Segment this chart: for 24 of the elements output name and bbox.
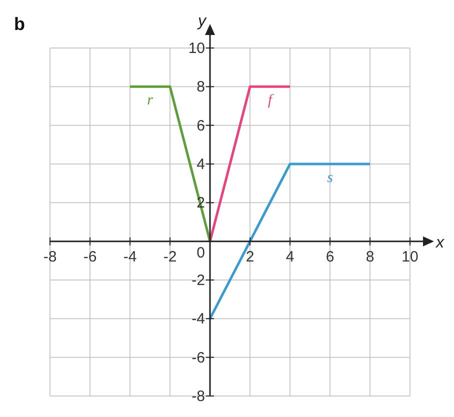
x-axis-title: x (435, 234, 445, 252)
y-tick-label: 10 (188, 40, 205, 57)
x-tick-label: -8 (43, 248, 57, 266)
y-axis-title: y (197, 13, 207, 30)
y-tick-label: 6 (196, 117, 205, 134)
x-tick-label: -4 (123, 248, 137, 266)
x-tick-label: 10 (402, 248, 418, 266)
x-tick-label: 8 (366, 248, 374, 266)
y-tick-label: -4 (192, 310, 205, 328)
text: b (14, 14, 25, 34)
series-label: s (327, 170, 334, 186)
y-tick-label: -6 (192, 349, 205, 366)
x-tick-label: 0 (196, 244, 205, 262)
y-tick-label: 4 (196, 156, 205, 173)
series-label: f (268, 92, 274, 109)
x-tick-label: 2 (246, 248, 254, 266)
x-tick-label: 6 (326, 248, 334, 266)
series-label: r (147, 92, 154, 109)
x-tick-label: -6 (83, 248, 97, 266)
x-tick-label: -2 (163, 248, 177, 266)
x-tick-label: 4 (286, 248, 294, 266)
y-tick-label: -8 (192, 388, 205, 405)
y-tick-label: -2 (192, 272, 205, 289)
y-tick-label: 8 (196, 78, 205, 96)
